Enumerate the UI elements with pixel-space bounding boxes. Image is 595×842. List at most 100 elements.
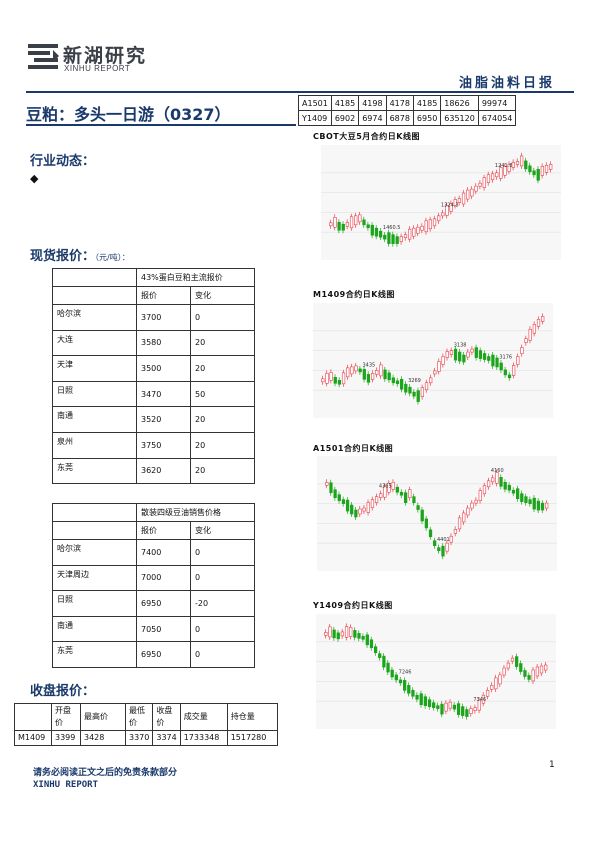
table-cell: 3428	[80, 730, 126, 746]
candle-body	[449, 535, 453, 543]
price-cell: 3750	[136, 431, 191, 459]
candle-body	[486, 480, 491, 488]
candle-body	[390, 669, 394, 678]
candle-body	[486, 174, 491, 184]
table-cell: 3399	[51, 730, 81, 746]
chart-annotation: 1324.3	[441, 202, 459, 208]
table-row: 天津 3500 20	[52, 355, 255, 382]
table-cell	[52, 286, 137, 305]
candle-body	[344, 626, 349, 638]
candle-body	[495, 357, 499, 368]
chart-annotation: 3435	[362, 362, 375, 368]
table-cell: Y1409	[298, 110, 332, 126]
candle-body	[487, 356, 491, 361]
candle-body	[545, 502, 549, 509]
candle-body	[395, 486, 399, 493]
candle-body	[433, 540, 437, 546]
candle-body	[337, 494, 341, 501]
candle-body	[432, 218, 437, 227]
candle-body	[366, 502, 370, 513]
candle-body	[437, 361, 441, 372]
change-cell: 50	[190, 380, 255, 408]
candle-body	[520, 493, 524, 502]
change-cell: -20	[190, 590, 255, 617]
price-cell: 3620	[136, 457, 191, 485]
table-caption: 散装四级豆油销售价格	[136, 503, 255, 522]
candle-body	[419, 693, 423, 706]
logo-text-cn: 新湖研究	[63, 45, 148, 67]
candle-body	[490, 173, 495, 181]
candle-body	[516, 488, 520, 500]
candle-body	[370, 499, 375, 508]
candle-body	[465, 709, 469, 717]
table-row: 东莞 3620 20	[52, 457, 255, 485]
candle-body	[387, 372, 391, 381]
candle-body	[416, 390, 420, 402]
candle-body	[478, 490, 482, 501]
candle-body	[540, 166, 545, 176]
candle-body	[507, 164, 511, 172]
table-cell: 99974	[477, 95, 517, 111]
candle-body	[369, 639, 374, 649]
candle-body	[441, 356, 445, 365]
candle-body	[349, 216, 354, 229]
kline-chart-a1501: 4365 4401 4160	[317, 456, 557, 571]
candle-body	[366, 374, 371, 383]
price-cell: 3700	[136, 304, 191, 331]
candle-body	[391, 377, 395, 384]
kline-chart-cbot: 1460.5 1324.3 1241.8	[321, 145, 561, 260]
candle-body	[482, 485, 487, 495]
candle-body	[516, 356, 520, 365]
chart-annotation: 3269	[408, 378, 421, 384]
candle-body	[503, 481, 507, 490]
table-header-row: 43%蛋白豆粕主流报价	[52, 268, 255, 287]
candle-body	[374, 496, 379, 503]
candle-body	[515, 161, 520, 165]
candle-body	[373, 646, 378, 654]
column-header-open-interest: 持仓量	[226, 703, 278, 731]
candle-body	[544, 165, 549, 173]
candle-body	[502, 667, 506, 676]
candle-body	[329, 222, 333, 227]
chart-annotation: 7346	[473, 697, 486, 703]
candle-body	[383, 485, 387, 498]
candle-body	[511, 162, 515, 168]
candle-body	[523, 670, 527, 677]
change-cell: 20	[190, 406, 255, 433]
candle-body	[383, 369, 387, 380]
candle-body	[503, 166, 507, 176]
city-cell: 东莞	[52, 641, 137, 668]
kline-chart-m1409: 3435 3269 3138 3176	[313, 303, 553, 418]
table-row: 东莞 6950 0	[52, 641, 255, 668]
candle-body	[456, 703, 461, 715]
futures-summary-table: A1501 4185 4198 4178 4185 18626 99974 Y1…	[298, 95, 517, 126]
meal-price-table: 43%蛋白豆粕主流报价 报价 变化 哈尔滨 3700 0 大连 3580 20 …	[52, 268, 255, 485]
candle-body	[512, 365, 516, 376]
candle-body	[536, 168, 540, 181]
candle-body	[466, 351, 470, 358]
table-row: 日照 6950 -20	[52, 590, 255, 617]
candle-body	[474, 499, 478, 504]
candle-body	[453, 348, 458, 361]
candle-body	[412, 227, 416, 237]
city-cell: 哈尔滨	[52, 539, 137, 566]
column-header-price: 报价	[136, 286, 191, 305]
candle-body	[515, 656, 519, 667]
candle-body	[395, 236, 399, 244]
city-cell: 南通	[52, 406, 137, 433]
candle-body	[491, 477, 495, 483]
city-cell: 南通	[52, 615, 137, 643]
candle-body	[461, 706, 465, 716]
candle-body	[378, 653, 382, 658]
candle-body	[333, 489, 337, 499]
column-header-open: 开盘价	[51, 703, 81, 731]
kline-svg: 4365 4401 4160	[317, 468, 557, 560]
candle-body	[520, 347, 524, 354]
candle-body	[474, 347, 478, 358]
candle-body	[420, 509, 424, 522]
city-cell: 天津	[52, 355, 137, 382]
candle-body	[408, 386, 412, 394]
candle-body	[469, 708, 473, 714]
change-cell: 20	[190, 355, 255, 382]
candle-body	[370, 373, 375, 380]
